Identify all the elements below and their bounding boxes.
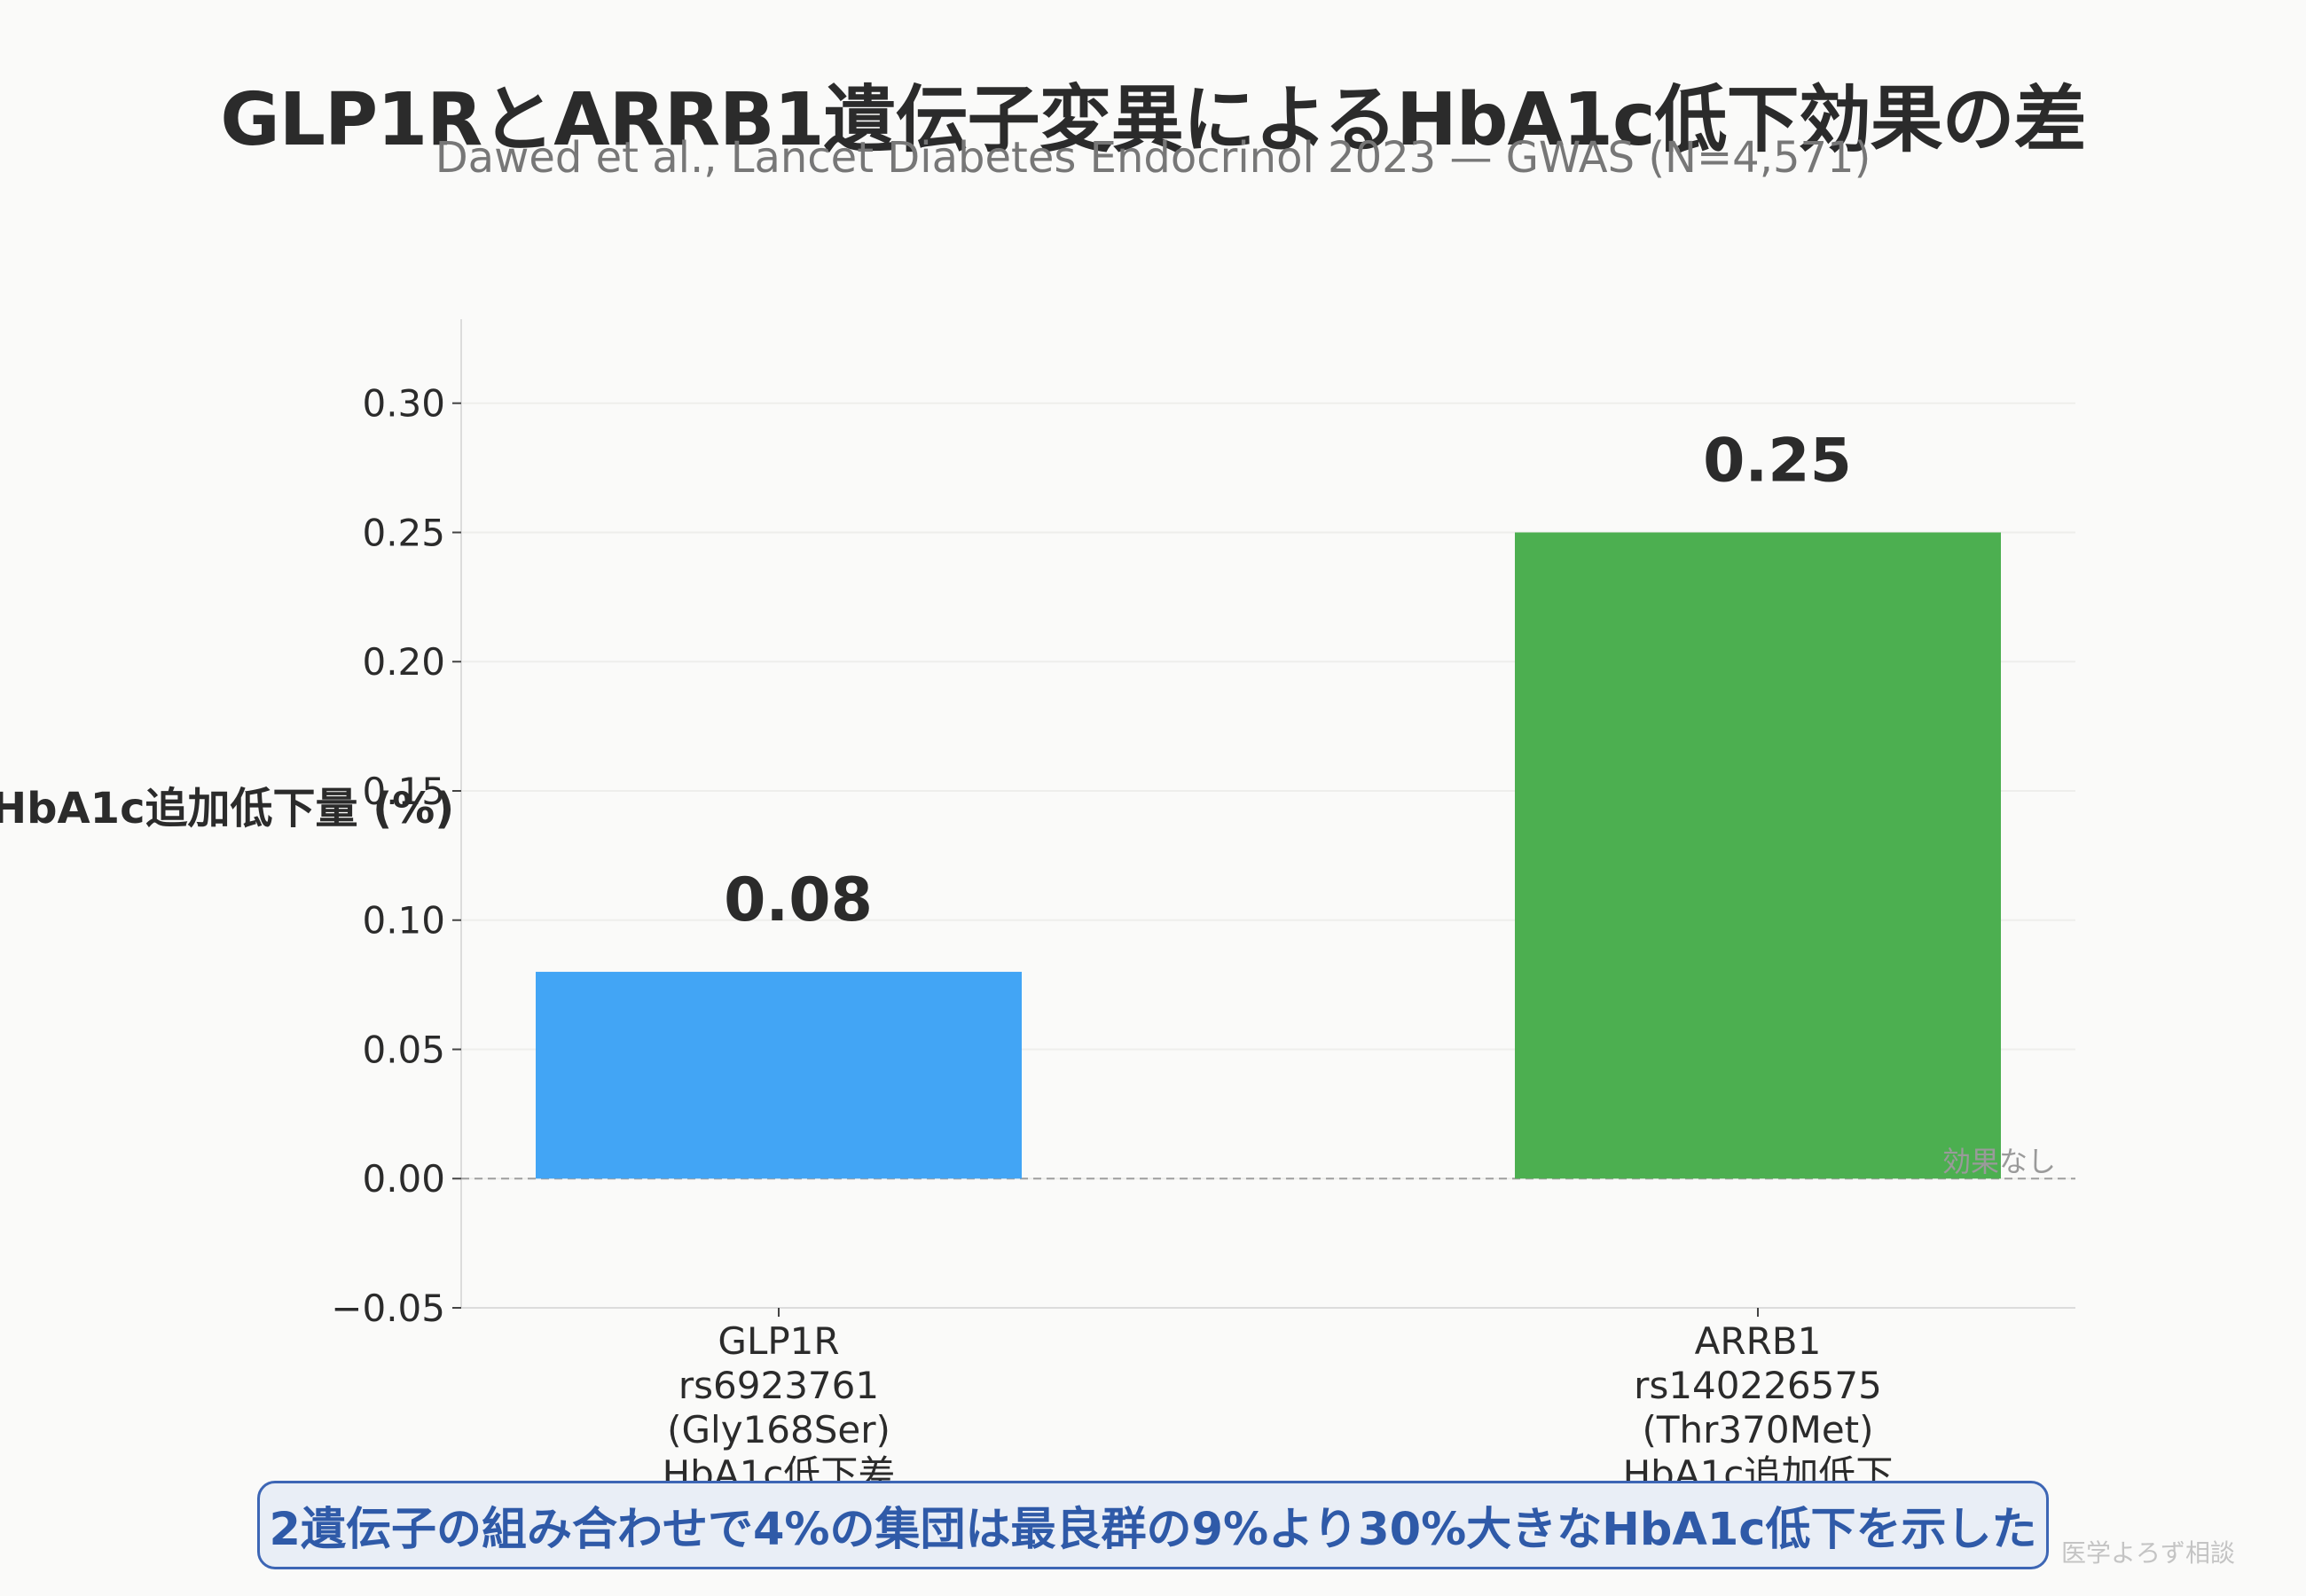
y-tick-label: 0.05 [362,1028,445,1071]
x-tick-label: ARRB1 [1695,1319,1822,1363]
bar-value-label: 0.25 [1703,426,1852,496]
x-tick-label: rs6923761 [678,1364,879,1407]
y-tick-label: −0.05 [331,1287,445,1330]
bar [536,972,1022,1179]
y-tick-label: 0.25 [362,511,445,554]
x-tick-label: (Gly168Ser) [667,1408,890,1451]
bar-value-label: 0.08 [724,865,873,935]
reference-line-label: 効果なし [1942,1145,2056,1178]
x-tick-label: GLP1R [718,1319,839,1363]
chart-subtitle: Dawed et al., Lancet Diabetes Endocrinol… [435,133,1871,183]
footnote-box: 2遺伝子の組み合わせで4%の集団は最良群の9%より30%大きなHbA1c低下を示… [257,1481,2049,1569]
bar [1515,532,2001,1179]
x-tick-label: (Thr370Met) [1642,1408,1873,1451]
y-tick-label: 0.15 [362,770,445,813]
x-tick-label: rs140226575 [1634,1364,1882,1407]
y-tick-label: 0.30 [362,382,445,426]
y-tick-label: 0.20 [362,640,445,684]
y-tick-label: 0.00 [362,1157,445,1201]
chart-title: GLP1RとARRB1遺伝子変異によるHbA1c低下効果の差 [220,78,2086,162]
y-tick-label: 0.10 [362,899,445,943]
watermark: 医学よろず相談 [2060,1538,2235,1568]
footnote-text: 2遺伝子の組み合わせで4%の集団は最良群の9%より30%大きなHbA1c低下を示… [269,1504,2037,1556]
y-axis-label: HbA1c追加低下量 (%) [0,784,454,833]
